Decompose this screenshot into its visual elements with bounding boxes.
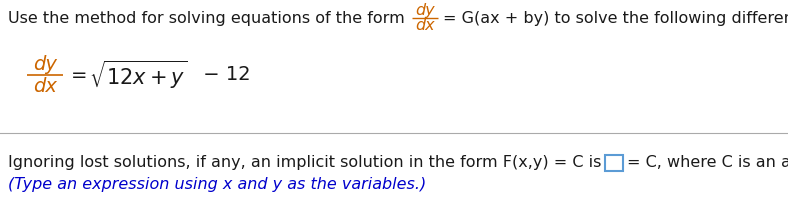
Text: − 12: − 12 [197, 66, 251, 85]
Text: $\sqrt{12x+y}$: $\sqrt{12x+y}$ [89, 59, 188, 91]
Text: =: = [71, 66, 87, 85]
Text: Ignoring lost solutions, if any, an implicit solution in the form F(x,y) = C is: Ignoring lost solutions, if any, an impl… [8, 155, 601, 171]
Text: = G(ax + by) to solve the following differential equation.: = G(ax + by) to solve the following diff… [443, 10, 788, 25]
Text: = C, where C is an arbitrary constant.: = C, where C is an arbitrary constant. [627, 155, 788, 171]
Text: Use the method for solving equations of the form: Use the method for solving equations of … [8, 10, 405, 25]
Text: dy: dy [415, 2, 434, 17]
Text: dx: dx [415, 19, 434, 33]
Text: dx: dx [33, 78, 57, 97]
Text: (Type an expression using x and y as the variables.): (Type an expression using x and y as the… [8, 178, 426, 192]
Text: dy: dy [33, 54, 57, 74]
FancyBboxPatch shape [605, 155, 623, 171]
